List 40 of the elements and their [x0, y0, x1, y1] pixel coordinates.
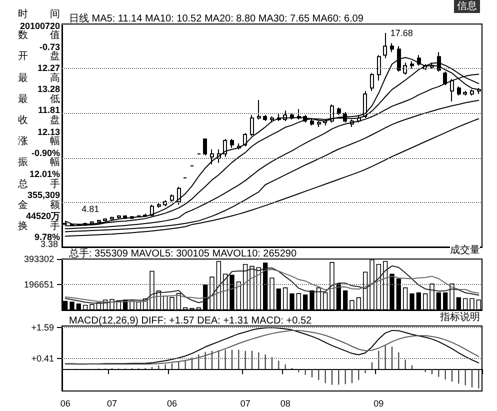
- text: 金额: [18, 200, 60, 212]
- text: 涨幅: [18, 136, 60, 148]
- text: 20100720: [20, 20, 60, 31]
- text: 总手: [18, 178, 60, 190]
- text: -0.90%: [31, 148, 60, 158]
- text: 11.81: [36, 105, 60, 116]
- text: 355,309: [27, 190, 60, 200]
- x-tick-label: 09: [374, 398, 384, 408]
- text: 13.28: [36, 84, 60, 94]
- y-tick-label: 393302: [24, 254, 54, 264]
- x-tick-label: 07: [240, 398, 250, 408]
- text: 最低: [18, 94, 60, 106]
- annotation: 成交量: [450, 244, 480, 257]
- text: 3.38: [40, 239, 58, 249]
- text: 信息: [454, 0, 480, 13]
- annotation: 17.68: [390, 28, 413, 38]
- text: 12.27: [36, 62, 60, 73]
- y-tick-label: 196651: [24, 280, 54, 290]
- x-tick-label: 06: [166, 398, 178, 408]
- chart-title: 日线 MA5: 11.14 MA10: 10.52 MA20: 8.80 MA30: 7.65 MA60: 6.09: [69, 12, 364, 24]
- text: 时间: [18, 9, 60, 21]
- x-tick-label: 06: [60, 398, 70, 408]
- text: 12.01%: [28, 168, 60, 179]
- y-tick-label: +0.41: [31, 353, 54, 364]
- chart-title: 总手: 355309 MAVOL5: 300105 MAVOL10: 265290: [68, 248, 297, 260]
- x-tick-label: 08: [280, 398, 290, 408]
- text: 指标说明: [440, 311, 480, 324]
- annotation: 4.81: [82, 204, 100, 214]
- text: 最高: [18, 72, 60, 84]
- text: 换手: [18, 220, 60, 232]
- chart-title: MACD(12,26,9) DIFF: +1.57 DEA: +1.31 MACD: +0.52: [69, 316, 312, 326]
- text: 数值: [18, 30, 60, 42]
- text: 振幅: [18, 157, 60, 169]
- text: 12.13: [36, 126, 60, 137]
- text: -0.73: [38, 42, 60, 52]
- text: 收盘: [18, 114, 60, 127]
- x-tick-label: 07: [106, 398, 118, 408]
- y-tick-label: +1.59: [31, 322, 54, 333]
- text: 44520万: [26, 211, 60, 222]
- text: 开盘: [18, 51, 60, 63]
